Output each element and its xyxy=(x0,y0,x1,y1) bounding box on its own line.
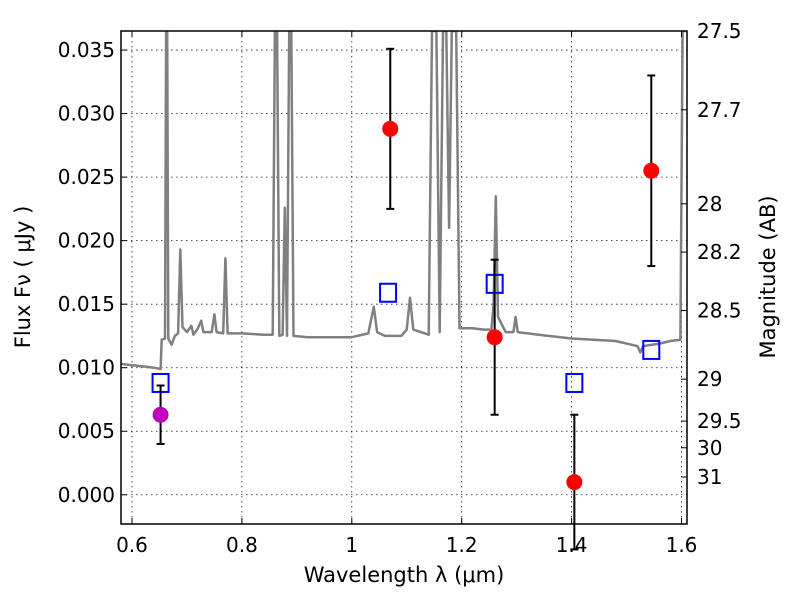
plot-frame xyxy=(120,30,688,525)
y-tick-label: 0.035 xyxy=(58,38,115,62)
x-axis-label: Wavelength λ (μm) xyxy=(304,563,505,587)
observed-point xyxy=(566,474,583,491)
y2-axis-label: Magnitude (AB) xyxy=(756,195,780,358)
y2-tick-label: 27.7 xyxy=(697,98,742,122)
marker-layer xyxy=(151,47,661,551)
x-tick-label: 0.8 xyxy=(226,533,258,557)
y-tick-label: 0.020 xyxy=(58,229,115,253)
observed-point xyxy=(643,162,660,179)
model-square-point xyxy=(379,282,398,303)
x-tick-label: 1 xyxy=(345,533,358,557)
model-square-point xyxy=(642,339,661,360)
x-tick-label: 1.2 xyxy=(446,533,478,557)
observed-point xyxy=(486,329,503,346)
observed-point xyxy=(152,406,169,423)
grid xyxy=(121,31,687,524)
y-tick-label: 0.030 xyxy=(58,102,115,126)
x-tick-label: 1.4 xyxy=(556,533,588,557)
y2-tick-label: 30 xyxy=(697,436,722,460)
y2-tick-label: 28.2 xyxy=(697,240,742,264)
ticks: 0.6 0.8 1 1.2 1.4 1.6 0.000 0.005 0.010 0.015 0.02… xyxy=(58,19,742,557)
y2-tick-label: 29 xyxy=(697,367,722,391)
y-tick-label: 0.010 xyxy=(58,356,115,380)
y-axis-label: Flux Fν ( μJy ) xyxy=(11,206,35,349)
spectrum-line xyxy=(121,31,687,371)
y2-tick-label: 27.5 xyxy=(697,19,742,43)
data-layer xyxy=(121,31,687,371)
y2-tick-label: 28.5 xyxy=(697,299,742,323)
x-tick-label: 1.6 xyxy=(666,533,698,557)
y-tick-label: 0.025 xyxy=(58,165,115,189)
y-tick-label: 0.015 xyxy=(58,292,115,316)
y2-tick-label: 31 xyxy=(697,465,722,489)
y-tick-label: 0.005 xyxy=(58,419,115,443)
observed-point xyxy=(382,120,399,137)
x-tick-label: 0.6 xyxy=(116,533,148,557)
y2-tick-label: 29.5 xyxy=(697,409,742,433)
model-square-point xyxy=(565,372,584,393)
y2-tick-label: 28 xyxy=(697,192,722,216)
y-tick-label: 0.000 xyxy=(58,483,115,507)
